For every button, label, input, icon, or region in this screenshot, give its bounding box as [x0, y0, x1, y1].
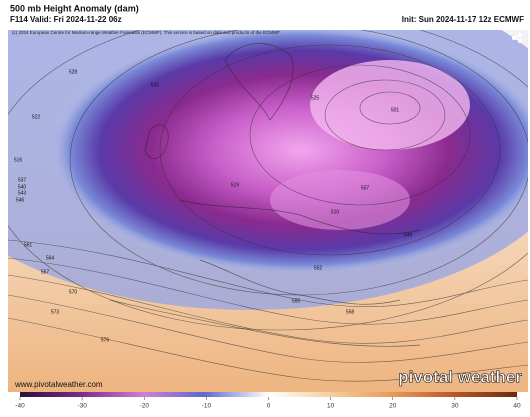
contour-label: 522 — [32, 114, 41, 120]
contour-label: 561 — [24, 242, 33, 248]
colorbar-tick-label: 30 — [451, 403, 459, 410]
contour-label: 573 — [51, 309, 60, 315]
init-time: Init: Sun 2024-11-17 12z ECMWF — [402, 15, 524, 24]
colorbar-tick-label: 20 — [389, 403, 397, 410]
contour-label: 516 — [14, 157, 23, 163]
anomaly-trough — [50, 30, 528, 275]
colorbar-tick-label: 40 — [513, 403, 521, 410]
contour-label: 537 — [18, 177, 27, 183]
map: (c) 2024 European Centre for Medium-rang… — [8, 30, 528, 392]
colorbar-tick-label: -30 — [77, 403, 87, 410]
contour-label: 525 — [311, 95, 320, 101]
contour-label: 555 — [292, 298, 301, 304]
contour-label: 540 — [18, 184, 27, 190]
contour-label: 552 — [314, 265, 323, 271]
colorbar-tick-label: -40 — [15, 403, 25, 410]
contour-label: 528 — [69, 69, 78, 75]
contour-label: 519 — [231, 182, 240, 188]
website: www.pivotalweather.com — [14, 380, 103, 389]
coastlines — [109, 43, 421, 347]
colorbar-scale — [20, 392, 517, 397]
colorbar-tick-label: -10 — [202, 403, 212, 410]
share-icon[interactable] — [512, 33, 522, 43]
contour-label: 507 — [361, 185, 370, 191]
copyright: (c) 2024 European Centre for Medium-rang… — [12, 30, 280, 35]
contour-label: 531 — [151, 82, 160, 88]
contour-label: 501 — [391, 107, 400, 113]
logo: pivotal weather — [398, 367, 522, 386]
anomaly-core — [310, 60, 470, 150]
colorbar: -40 -30 -20 -10 0 10 20 30 40 — [15, 392, 521, 410]
contour-label: 558 — [346, 309, 355, 315]
anomaly-core — [270, 170, 410, 230]
contour-label: 564 — [46, 255, 55, 261]
contour-label: 570 — [69, 289, 78, 295]
contour-label: 510 — [331, 209, 340, 215]
contour-label: 546 — [16, 197, 25, 203]
valid-time: F114 Valid: Fri 2024-11-22 06z — [10, 15, 122, 24]
colorbar-tick-label: 0 — [267, 403, 271, 410]
title: 500 mb Height Anomaly (dam) — [10, 3, 139, 13]
contour-label: 576 — [101, 337, 110, 343]
contour-label: 567 — [41, 269, 50, 275]
contours — [8, 30, 528, 382]
contour-label: 543 — [18, 190, 27, 196]
contour-label: 549 — [404, 232, 413, 238]
colorbar-tick-label: 10 — [327, 403, 335, 410]
colorbar-tick-label: -20 — [140, 403, 150, 410]
